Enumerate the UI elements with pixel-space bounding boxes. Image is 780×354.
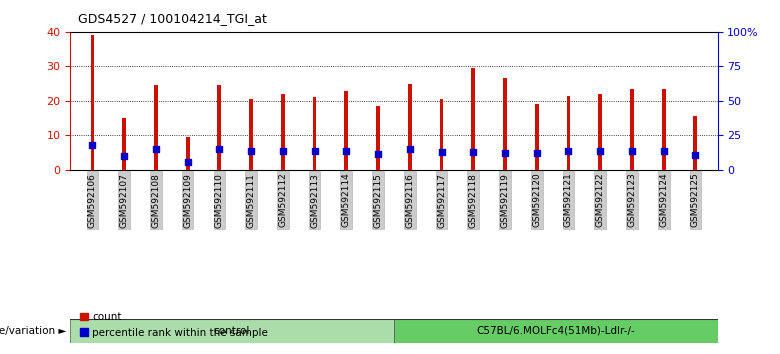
Bar <box>440 99 443 170</box>
Text: GSM592121: GSM592121 <box>564 173 573 228</box>
Text: GSM592113: GSM592113 <box>310 173 319 228</box>
FancyBboxPatch shape <box>394 319 718 343</box>
Bar <box>630 89 634 170</box>
Bar <box>598 94 602 170</box>
Bar <box>693 116 697 170</box>
Bar <box>376 106 380 170</box>
Text: GSM592114: GSM592114 <box>342 173 351 228</box>
Legend: count, percentile rank within the sample: count, percentile rank within the sample <box>76 308 272 342</box>
Point <box>277 148 289 154</box>
Text: GSM592124: GSM592124 <box>659 173 668 227</box>
Point <box>86 142 98 148</box>
Text: genotype/variation ►: genotype/variation ► <box>0 326 66 336</box>
Bar <box>566 96 570 170</box>
Point <box>435 149 448 155</box>
Bar <box>249 99 253 170</box>
Text: GSM592116: GSM592116 <box>406 173 414 228</box>
Text: GSM592119: GSM592119 <box>501 173 509 228</box>
Text: GSM592115: GSM592115 <box>374 173 382 228</box>
Bar <box>90 35 94 170</box>
Bar <box>313 97 317 170</box>
Text: GSM592123: GSM592123 <box>627 173 636 228</box>
FancyBboxPatch shape <box>70 319 394 343</box>
Point <box>372 151 385 157</box>
Text: GSM592112: GSM592112 <box>278 173 287 228</box>
Bar <box>122 118 126 170</box>
Text: GSM592106: GSM592106 <box>88 173 97 228</box>
Point <box>467 149 480 155</box>
Point <box>245 148 257 154</box>
Text: C57BL/6.MOLFc4(51Mb)-Ldlr-/-: C57BL/6.MOLFc4(51Mb)-Ldlr-/- <box>477 326 635 336</box>
Point <box>562 148 575 154</box>
Text: GSM592110: GSM592110 <box>215 173 224 228</box>
Bar <box>218 85 222 170</box>
Text: GSM592118: GSM592118 <box>469 173 477 228</box>
Text: GSM592108: GSM592108 <box>151 173 161 228</box>
Point <box>150 147 162 152</box>
Bar <box>503 79 507 170</box>
Text: GSM592120: GSM592120 <box>532 173 541 228</box>
Text: GSM592117: GSM592117 <box>437 173 446 228</box>
Point <box>658 148 670 153</box>
Text: GDS4527 / 100104214_TGI_at: GDS4527 / 100104214_TGI_at <box>78 12 267 25</box>
Point <box>626 148 638 153</box>
Point <box>690 153 702 158</box>
Point <box>530 150 543 156</box>
Text: GSM592122: GSM592122 <box>596 173 604 227</box>
Bar <box>535 104 539 170</box>
Point <box>340 148 353 153</box>
Text: GSM592125: GSM592125 <box>691 173 700 228</box>
Point <box>308 148 321 153</box>
Bar <box>408 84 412 170</box>
Bar <box>345 91 348 170</box>
Text: GSM592109: GSM592109 <box>183 173 192 228</box>
Text: control: control <box>214 326 250 336</box>
Bar <box>661 89 665 170</box>
Bar <box>471 68 475 170</box>
Point <box>118 153 130 159</box>
Text: GSM592107: GSM592107 <box>119 173 129 228</box>
Point <box>594 148 606 154</box>
Point <box>182 159 194 165</box>
Bar <box>186 137 190 170</box>
Bar <box>281 94 285 170</box>
Text: GSM592111: GSM592111 <box>246 173 256 228</box>
Point <box>498 150 511 155</box>
Point <box>213 147 225 152</box>
Point <box>403 147 416 152</box>
Bar <box>154 85 158 170</box>
